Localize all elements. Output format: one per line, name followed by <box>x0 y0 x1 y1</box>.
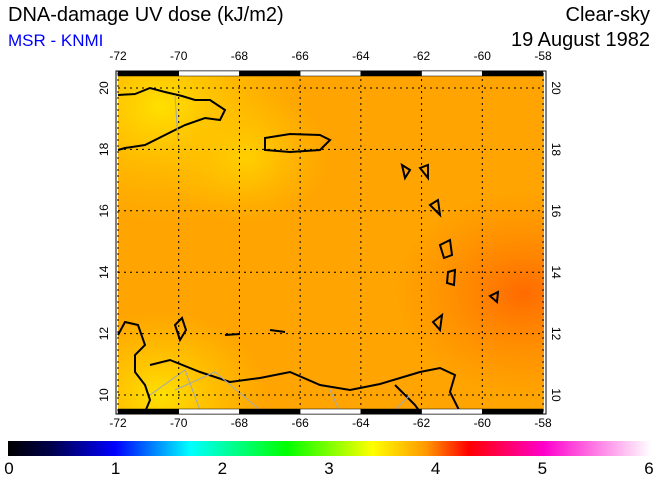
colorbar-tick-label: 6 <box>644 459 654 478</box>
lat-tick-right: 16 <box>549 204 563 218</box>
lat-lon-grid <box>117 73 544 412</box>
lon-tick-bottom: -60 <box>474 416 492 430</box>
frame-bar-top <box>239 70 301 77</box>
lon-tick-bottom: -66 <box>291 416 309 430</box>
lat-tick-left: 14 <box>97 265 111 279</box>
frame-bar-top <box>117 70 179 77</box>
lat-tick-right: 10 <box>549 388 563 402</box>
lon-tick-top: -66 <box>291 49 309 63</box>
map-frame <box>115 70 547 415</box>
lon-tick-top: -58 <box>534 49 552 63</box>
lat-tick-left: 12 <box>97 327 111 341</box>
lon-tick-top: -68 <box>231 49 249 63</box>
sky-condition-label: Clear-sky <box>565 4 650 26</box>
lon-tick-bottom: -62 <box>413 416 431 430</box>
frame-bar-bottom <box>299 408 362 415</box>
lat-tick-left: 10 <box>97 388 111 402</box>
frame-bar-bottom <box>482 408 544 415</box>
lat-tick-left: 20 <box>97 81 111 95</box>
colorbar <box>8 441 651 456</box>
lon-tick-bottom: -68 <box>231 416 249 430</box>
frame-bar-top <box>360 70 422 77</box>
lat-tick-left: 16 <box>97 204 111 218</box>
lon-tick-bottom: -64 <box>352 416 370 430</box>
lat-tick-right: 14 <box>549 266 563 280</box>
lon-tick-bottom: -58 <box>534 416 552 430</box>
colorbar-tick-label: 1 <box>110 459 121 478</box>
uv-field <box>118 73 544 412</box>
frame-bar-bottom <box>117 408 179 415</box>
frame-bar-bottom <box>239 408 301 415</box>
lon-tick-top: -72 <box>109 49 127 63</box>
lon-tick-top: -60 <box>474 49 492 63</box>
lat-tick-right: 18 <box>549 143 563 157</box>
frame-bar-bottom <box>421 408 483 415</box>
source-label: MSR - KNMI <box>8 31 104 50</box>
frame-bar-top <box>482 70 544 77</box>
frame-bar-top <box>421 70 483 77</box>
lon-tick-top: -64 <box>352 49 370 63</box>
lat-tick-right: 20 <box>549 81 563 95</box>
date-label: 19 August 1982 <box>510 29 650 51</box>
axis-tick-labels: -72 -72 -70 -70 -68 -68 -66 -66 -64 -64 -62 -62 -60 -… <box>97 49 563 430</box>
colorbar-tick-label: 3 <box>324 459 334 478</box>
lat-tick-left: 18 <box>97 142 111 156</box>
lon-tick-top: -62 <box>413 49 431 63</box>
frame-bar-top <box>178 70 240 77</box>
lon-tick-bottom: -70 <box>170 416 188 430</box>
colorbar-tick-label: 0 <box>4 459 14 478</box>
lat-tick-right: 12 <box>549 327 563 341</box>
lon-tick-top: -70 <box>170 49 188 63</box>
borders <box>149 94 411 413</box>
frame-bar-bottom <box>360 408 422 415</box>
colorbar-tick-label: 5 <box>537 459 548 478</box>
frame-bar-bottom <box>178 408 240 415</box>
figure-title: DNA-damage UV dose (kJ/m2) <box>8 4 284 26</box>
lon-tick-bottom: -72 <box>109 416 127 430</box>
frame-bar-top <box>299 70 362 77</box>
colorbar-tick-label: 4 <box>430 459 441 478</box>
colorbar-tick-label: 2 <box>217 459 228 478</box>
